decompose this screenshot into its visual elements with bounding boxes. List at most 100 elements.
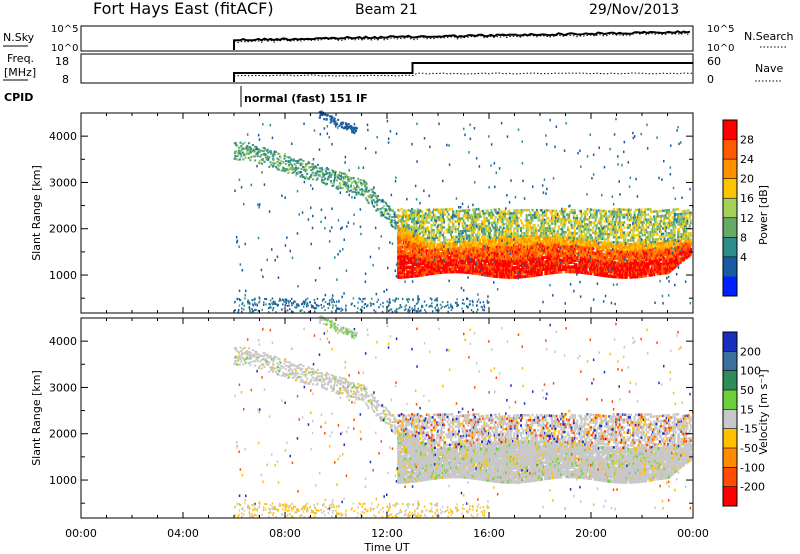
data-cell [648,259,651,263]
data-cell [458,253,461,258]
data-cell [587,239,590,243]
data-cell [272,155,275,158]
data-cell [492,262,495,266]
data-cell [516,247,519,251]
data-cell [289,162,292,165]
data-cell [409,272,412,276]
data-cell [538,245,541,249]
data-cell [631,234,634,237]
data-cell [466,259,469,263]
data-cell [506,254,509,258]
data-cell [525,242,528,246]
data-cell [606,260,609,264]
data-cell [638,226,641,229]
data-cell [594,216,597,219]
data-cell [637,242,640,246]
data-cell [467,234,470,237]
data-cell [400,259,403,263]
data-cell [432,269,435,273]
data-cell [348,179,351,182]
data-cell [626,268,629,272]
data-cell [610,274,613,278]
data-cell [610,242,613,246]
data-cell [637,223,639,227]
data-cell [584,215,587,218]
data-cell [516,240,519,244]
data-cell [634,249,637,253]
data-cell [453,238,456,241]
data-cell [563,236,566,239]
data-cell [633,259,636,263]
data-cell [567,265,570,269]
data-cell [642,218,645,222]
data-cell [481,270,484,274]
data-cell [361,188,363,191]
data-cell [498,240,501,244]
data-cell [482,237,485,241]
data-cell [623,241,626,245]
data-cell [492,267,495,271]
data-cell [552,261,555,265]
data-cell [431,246,434,250]
data-cell [409,253,412,258]
data-cell [470,239,473,242]
data-cell [514,219,517,223]
data-cell [557,256,561,260]
data-cell [541,214,544,217]
data-cell [591,244,594,248]
data-cell [523,244,526,248]
data-cell [416,246,419,250]
data-cell [534,216,537,219]
data-cell [432,246,435,250]
data-cell [523,231,526,235]
data-cell [621,208,623,211]
data-cell [532,234,535,237]
data-cell [617,270,620,274]
data-cell [285,160,288,162]
data-cell [563,265,566,269]
data-cell [552,245,555,249]
data-cell [531,216,534,219]
data-cell [632,231,635,234]
data-cell [534,231,537,235]
data-cell [602,262,605,266]
data-cell [630,261,633,265]
data-cell [600,214,603,218]
data-cell [544,229,547,232]
data-cell [506,232,509,236]
data-cell [357,191,360,194]
data-cell [606,232,608,236]
data-cell [524,240,527,244]
data-cell [399,220,402,223]
data-cell [240,148,243,151]
data-cell [604,250,608,255]
data-cell [537,216,540,219]
data-cell [561,258,564,262]
data-cell [421,218,424,221]
data-cell [360,193,363,196]
data-cell [460,251,463,255]
data-cell [305,175,308,178]
data-cell [565,218,568,221]
data-cell [575,247,578,251]
data-cell [547,222,550,225]
data-cell [508,266,511,270]
nave-label: Nave [755,62,783,75]
data-cell [600,259,603,263]
data-cell [563,260,566,264]
data-cell [324,183,327,186]
data-cell [576,258,579,262]
data-cell [484,232,487,236]
data-cell [240,155,243,158]
data-cell [338,174,341,177]
data-cell [595,242,598,246]
data-cell [476,233,479,236]
data-cell [455,215,458,218]
data-cell [521,254,524,258]
data-cell [321,181,324,184]
data-cell [243,141,246,144]
data-cell [357,177,360,180]
data-cell [609,258,612,262]
data-cell [547,271,550,275]
data-cell [520,219,522,222]
